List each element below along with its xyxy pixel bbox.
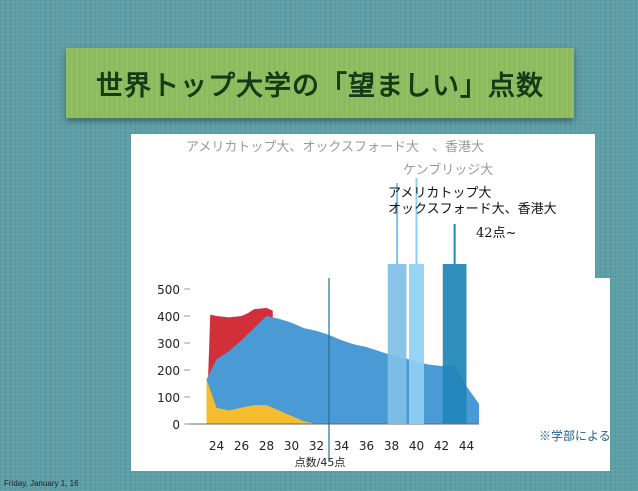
x-tick-label: 34 [334,439,349,453]
x-tick-label: 32 [309,439,324,453]
footer-date: Friday, January 1, 16 [4,479,79,488]
x-tick-label: 44 [459,439,474,453]
title-banner: 世界トップ大学の「望ましい」点数 [66,48,574,118]
x-tick-label: 24 [209,439,224,453]
annotation-panel [131,134,595,280]
y-tick-label: 400 [157,310,180,324]
x-tick-label: 26 [234,439,249,453]
x-tick-label: 28 [259,439,274,453]
x-axis-label: 点数/45点 [295,456,346,469]
y-tick-label: 300 [157,337,180,351]
label-cambridge: ケンブリッジ大 [403,163,494,178]
x-tick-label: 30 [284,439,299,453]
y-tick-label: 200 [157,364,180,378]
marker-us-oxford-hk [387,264,407,424]
slide-title: 世界トップ大学の「望ましい」点数 [96,70,544,102]
x-tick-label: 38 [384,439,399,453]
note-panel [479,278,610,471]
x-tick-label: 36 [359,439,374,453]
area-yellow [206,379,317,424]
x-tick-label: 42 [434,439,449,453]
label-group-line2: オックスフォード大、香港大 [388,202,557,217]
label-group-line1: アメリカトップ大 [388,186,492,201]
chart-layer: 0 100 200 300 400 500 24 26 28 30 32 34 36 38 40 42 44 点数… [157,178,479,469]
marker-42-plus [442,264,467,424]
note-by-faculty: ※学部による [539,429,611,443]
marker-cambridge [409,264,424,424]
label-top-universities: アメリカトップ大、オックスフォード大 、香港大 [186,140,484,155]
label-points: 42点~ [476,226,517,241]
y-tick-label: 500 [157,283,180,297]
x-tick-label: 40 [409,439,424,453]
y-tick-label: 100 [157,391,180,405]
y-tick-label: 0 [172,418,180,432]
